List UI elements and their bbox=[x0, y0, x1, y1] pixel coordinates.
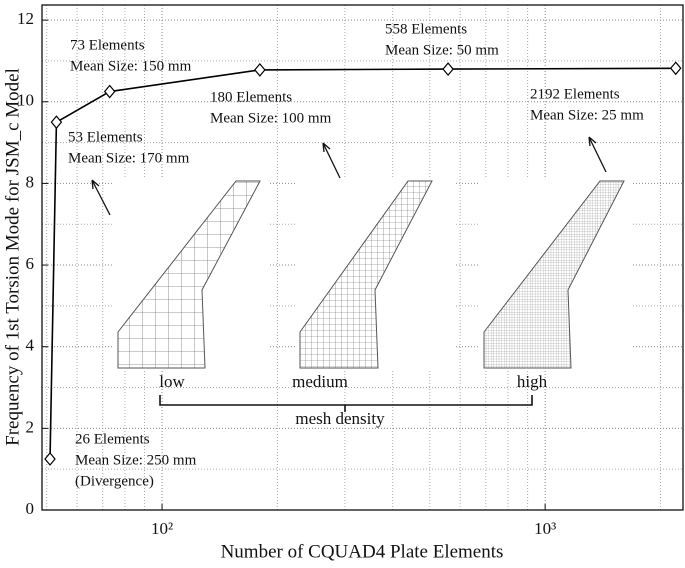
annotation: 180 Elements bbox=[210, 89, 292, 105]
marker bbox=[254, 62, 266, 77]
marker bbox=[44, 452, 56, 466]
inset-label: medium bbox=[292, 372, 348, 391]
mesh-low bbox=[117, 180, 261, 369]
y-axis-title: Frequency of 1st Torsion Mode for JSM_c … bbox=[2, 68, 23, 446]
marker bbox=[50, 115, 63, 130]
y-tick-label: 2 bbox=[26, 417, 35, 436]
y-tick-label: 12 bbox=[17, 9, 34, 28]
line bbox=[49, 67, 676, 459]
annotation: Mean Size: 250 mm bbox=[75, 452, 197, 468]
y-tick-label: 0 bbox=[26, 499, 35, 518]
inset-title: mesh density bbox=[295, 409, 385, 428]
insets bbox=[91, 136, 633, 412]
annotation: (Divergence) bbox=[75, 473, 154, 489]
annotation: Mean Size: 25 mm bbox=[530, 107, 644, 123]
annotation: 53 Elements bbox=[68, 129, 143, 145]
annotation: Mean Size: 150 mm bbox=[70, 58, 192, 74]
annotation: Mean Size: 100 mm bbox=[210, 110, 332, 126]
bracket bbox=[159, 395, 533, 412]
annotation: 73 Elements bbox=[70, 37, 145, 53]
arrows bbox=[91, 136, 607, 216]
mesh-medium bbox=[299, 180, 433, 369]
annotation: 26 Elements bbox=[75, 431, 150, 447]
marker bbox=[669, 61, 682, 76]
y-tick-label: 4 bbox=[26, 336, 35, 355]
x-axis-title: Number of CQUAD4 Plate Elements bbox=[221, 541, 504, 562]
marker bbox=[442, 62, 454, 77]
plot bbox=[41, 4, 684, 511]
annotation: 558 Elements bbox=[385, 21, 467, 37]
y-tick-label: 10 bbox=[17, 91, 34, 110]
annotation: Mean Size: 50 mm bbox=[385, 42, 499, 58]
annotation: Mean Size: 170 mm bbox=[68, 150, 190, 166]
annotation: 2192 Elements bbox=[530, 86, 620, 102]
y-tick-label: 6 bbox=[26, 254, 35, 273]
marker bbox=[103, 84, 116, 99]
inset-label: high bbox=[517, 372, 548, 391]
y-tick-label: 8 bbox=[26, 172, 35, 191]
inset-label: low bbox=[159, 372, 185, 391]
x-tick-label: 10³ bbox=[534, 519, 556, 538]
x-tick-label: 10² bbox=[151, 519, 173, 538]
mesh-high bbox=[483, 180, 625, 369]
plot-frame bbox=[41, 4, 684, 511]
